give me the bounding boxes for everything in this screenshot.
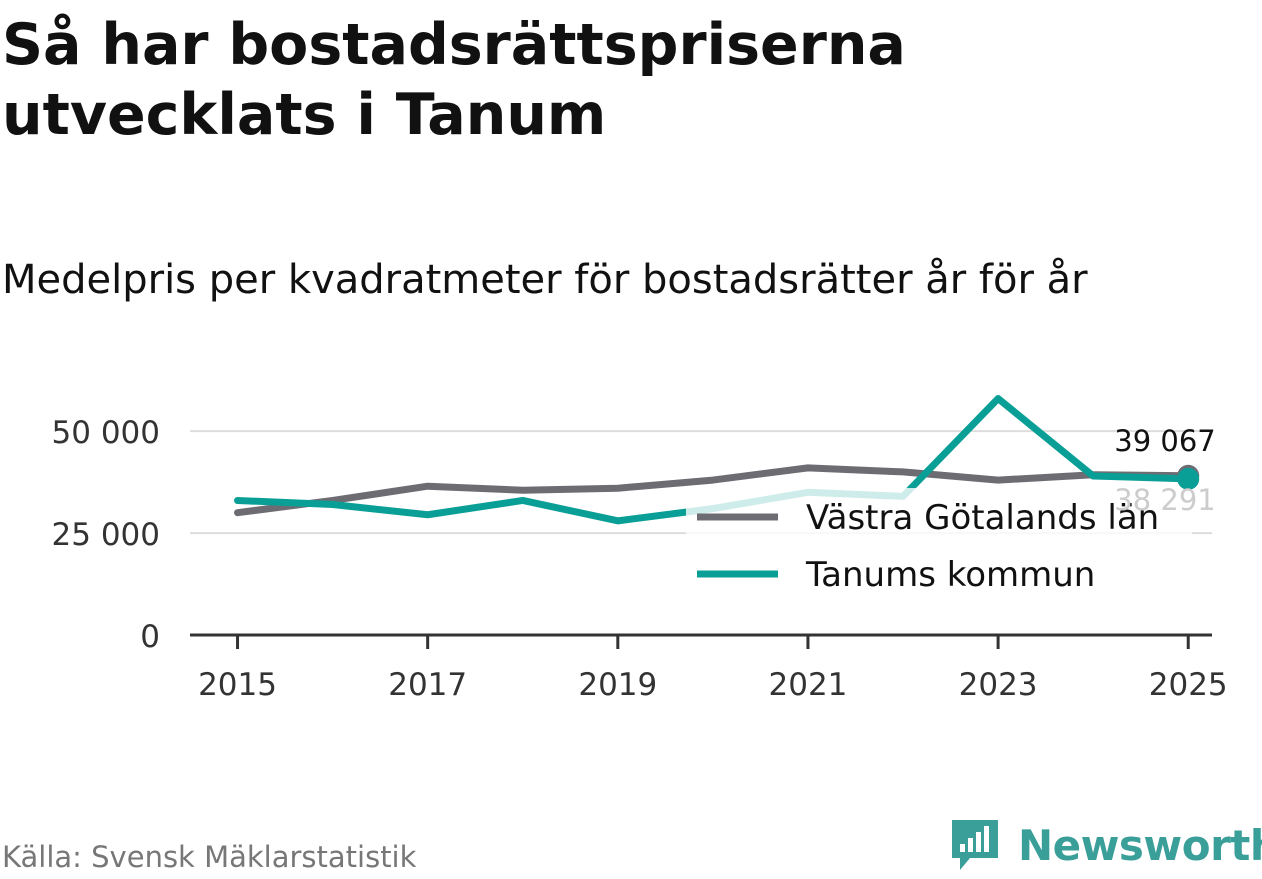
end-point-1 bbox=[1177, 467, 1200, 490]
y-tick-label-50000: 50 000 bbox=[52, 415, 160, 451]
source-credit: Källa: Svensk Mäklarstatistik bbox=[2, 840, 417, 874]
x-axis: 2015 2017 2019 2021 2023 2025 bbox=[190, 633, 1228, 703]
end-label-vastra: 39 067 bbox=[1114, 424, 1215, 458]
y-axis-ticks: 0 25 000 50 000 bbox=[52, 415, 160, 655]
y-tick-label-0: 0 bbox=[140, 619, 160, 655]
series-line-0 bbox=[234, 464, 1192, 517]
x-tick-label-2021: 2021 bbox=[769, 667, 848, 703]
brand-name: Newsworthy bbox=[1018, 821, 1262, 870]
x-tick-label-2015: 2015 bbox=[198, 667, 277, 703]
x-tick-label-2019: 2019 bbox=[578, 667, 657, 703]
newsworthy-logo: Newsworthy bbox=[950, 818, 1262, 878]
legend: Västra Götalands län Tanums kommun bbox=[686, 488, 1192, 608]
x-tick-label-2023: 2023 bbox=[959, 667, 1038, 703]
legend-label-1: Tanums kommun bbox=[805, 555, 1095, 595]
legend-background bbox=[686, 488, 1192, 608]
chart-title: Så har bostadsrättspriserna utvecklats i… bbox=[2, 12, 906, 148]
x-tick-label-2025: 2025 bbox=[1149, 667, 1228, 703]
chart-subtitle: Medelpris per kvadratmeter för bostadsrä… bbox=[2, 257, 1088, 303]
x-tick-label-2017: 2017 bbox=[388, 667, 467, 703]
end-label-tanum: 38 291 bbox=[1114, 483, 1215, 517]
legend-label-0: Västra Götalands län bbox=[806, 498, 1159, 538]
end-labels: 39 067 38 291 bbox=[1114, 424, 1215, 517]
y-tick-label-25000: 25 000 bbox=[52, 517, 160, 553]
newsworthy-icon bbox=[952, 820, 998, 870]
